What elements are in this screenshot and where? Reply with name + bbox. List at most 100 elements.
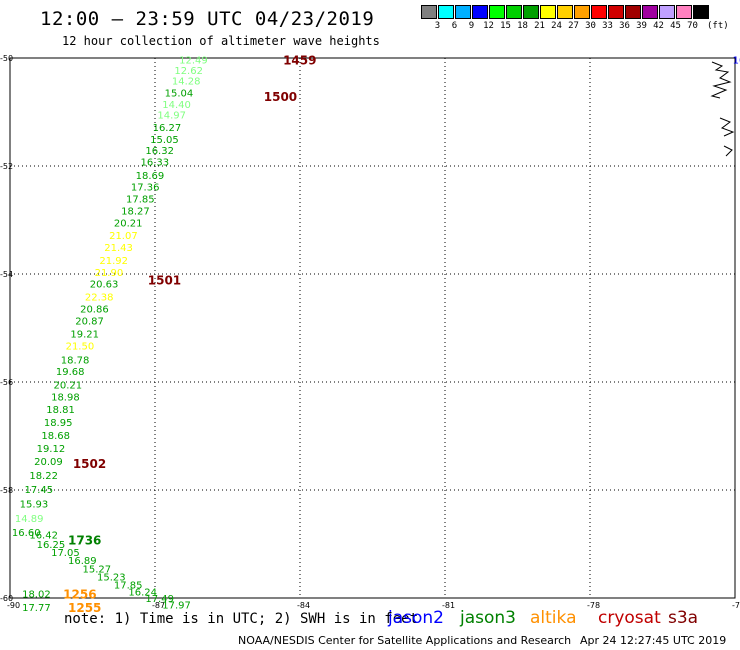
legend-label: 33: [602, 21, 613, 31]
x-tick-label: -75: [732, 601, 740, 610]
wave-height-label: 17.77: [22, 603, 51, 614]
pass-time-label: 1459: [283, 54, 316, 68]
legend-label: 42: [653, 21, 664, 31]
wave-height-label: 16.42: [29, 530, 58, 541]
legend-swatch: [693, 5, 709, 19]
y-tick-label: -52: [0, 162, 13, 171]
legend-swatch: [642, 5, 658, 19]
wave-height-label: 14.97: [157, 111, 186, 122]
coastline: [719, 117, 735, 137]
wave-height-label: 16.89: [68, 556, 97, 567]
y-tick-label: -56: [0, 378, 13, 387]
wave-height-label: 15.27: [83, 564, 112, 575]
legend-label: 27: [568, 21, 579, 31]
coastline: [723, 145, 733, 157]
legend-label: 30: [585, 21, 596, 31]
wave-height-label: 17.85: [114, 581, 143, 592]
pass-time-label: 1255: [68, 601, 101, 615]
legend-swatch: [472, 5, 488, 19]
wave-height-label: 20.21: [114, 219, 143, 230]
legend-label: 70: [687, 21, 698, 31]
map-frame: [9, 57, 736, 599]
x-tick-label: -81: [442, 601, 455, 610]
wave-height-label: 12.49: [179, 56, 208, 67]
wave-height-label: 18.81: [46, 405, 75, 416]
credit-text: NOAA/NESDIS Center for Satellite Applica…: [238, 634, 572, 647]
wave-height-label: 20.09: [34, 457, 63, 468]
legend-swatch: [676, 5, 692, 19]
wave-height-label: 20.63: [90, 280, 119, 291]
wave-height-label: 16.25: [37, 540, 66, 551]
legend-label: 45: [670, 21, 681, 31]
legend-swatch: [625, 5, 641, 19]
x-tick-label: -84: [297, 601, 310, 610]
wave-height-label: 18.95: [44, 418, 73, 429]
legend-unit: (ft): [707, 21, 729, 31]
generation-timestamp: Apr 24 12:27:45 UTC 2019: [580, 634, 727, 647]
wave-height-label: 18.78: [61, 355, 90, 366]
wave-height-label: 20.87: [75, 316, 104, 327]
y-tick-label: -54: [0, 270, 13, 279]
chart-subtitle: 12 hour collection of altimeter wave hei…: [62, 34, 380, 48]
legend-swatch: [421, 5, 437, 19]
wave-height-label: 14.28: [172, 77, 201, 88]
wave-height-label: 17.85: [126, 194, 155, 205]
legend-label: 6: [451, 21, 458, 31]
y-tick-label: -58: [0, 486, 13, 495]
legend-label: 21: [534, 21, 545, 31]
wave-height-label: 17.05: [51, 548, 80, 559]
wave-height-label: 18.02: [22, 590, 51, 601]
footnote: note: 1) Time is in UTC; 2) SWH is in fe…: [64, 611, 419, 627]
wave-height-label: 22.38: [85, 293, 114, 304]
wave-height-label: 10.60: [733, 56, 740, 67]
wave-height-label: 16.27: [153, 123, 182, 134]
wave-height-label: 17.97: [162, 600, 191, 611]
coastline: [710, 61, 732, 99]
legend-swatches: [421, 5, 710, 19]
wave-height-label: 15.04: [165, 89, 194, 100]
wave-height-label: 18.22: [29, 471, 58, 482]
wave-height-label: 14.40: [162, 100, 191, 111]
pass-time-label: 1501: [148, 273, 181, 287]
legend-swatch: [506, 5, 522, 19]
wave-height-label: 15.05: [150, 135, 179, 146]
wave-height-label: 21.07: [109, 231, 138, 242]
wave-height-label: 17.45: [25, 485, 54, 496]
legend-label: 24: [551, 21, 562, 31]
y-tick-label: -50: [0, 54, 13, 63]
x-tick-label: -90: [7, 601, 20, 610]
wave-height-label: 19.21: [70, 329, 99, 340]
wave-height-label: 12.62: [174, 66, 203, 77]
wave-height-label: 20.21: [54, 381, 83, 392]
wave-height-label: 21.43: [104, 243, 133, 254]
legend-swatch: [489, 5, 505, 19]
wave-height-label: 21.90: [95, 268, 124, 279]
legend-label: 3: [434, 21, 441, 31]
x-tick-label: -87: [152, 601, 165, 610]
wave-height-label: 18.69: [136, 171, 165, 182]
wave-height-label: 16.33: [141, 158, 170, 169]
wave-height-label: 21.92: [99, 256, 128, 267]
legend-label: 12: [483, 21, 494, 31]
wave-height-label: 21.50: [66, 341, 95, 352]
legend-swatch: [608, 5, 624, 19]
chart-title: 12:00 – 23:59 UTC 04/23/2019: [40, 8, 375, 30]
pass-time-label: 1736: [68, 534, 101, 548]
legend-swatch: [659, 5, 675, 19]
legend-swatch: [438, 5, 454, 19]
pass-time-label: 1502: [73, 457, 106, 471]
legend-swatch: [557, 5, 573, 19]
wave-height-label: 19.68: [56, 367, 85, 378]
x-tick-label: -78: [587, 601, 600, 610]
legend-swatch: [574, 5, 590, 19]
legend-label: 15: [500, 21, 511, 31]
y-tick-label: -60: [0, 594, 13, 603]
wave-height-label: 18.98: [51, 393, 80, 404]
wave-height-label: 16.32: [145, 146, 174, 157]
satellite-name: jason2: [388, 608, 444, 628]
wave-height-label: 18.27: [121, 206, 150, 217]
wave-height-label: 19.12: [37, 444, 66, 455]
wave-height-label: 14.89: [15, 514, 44, 525]
wave-height-label: 17.49: [145, 594, 174, 605]
